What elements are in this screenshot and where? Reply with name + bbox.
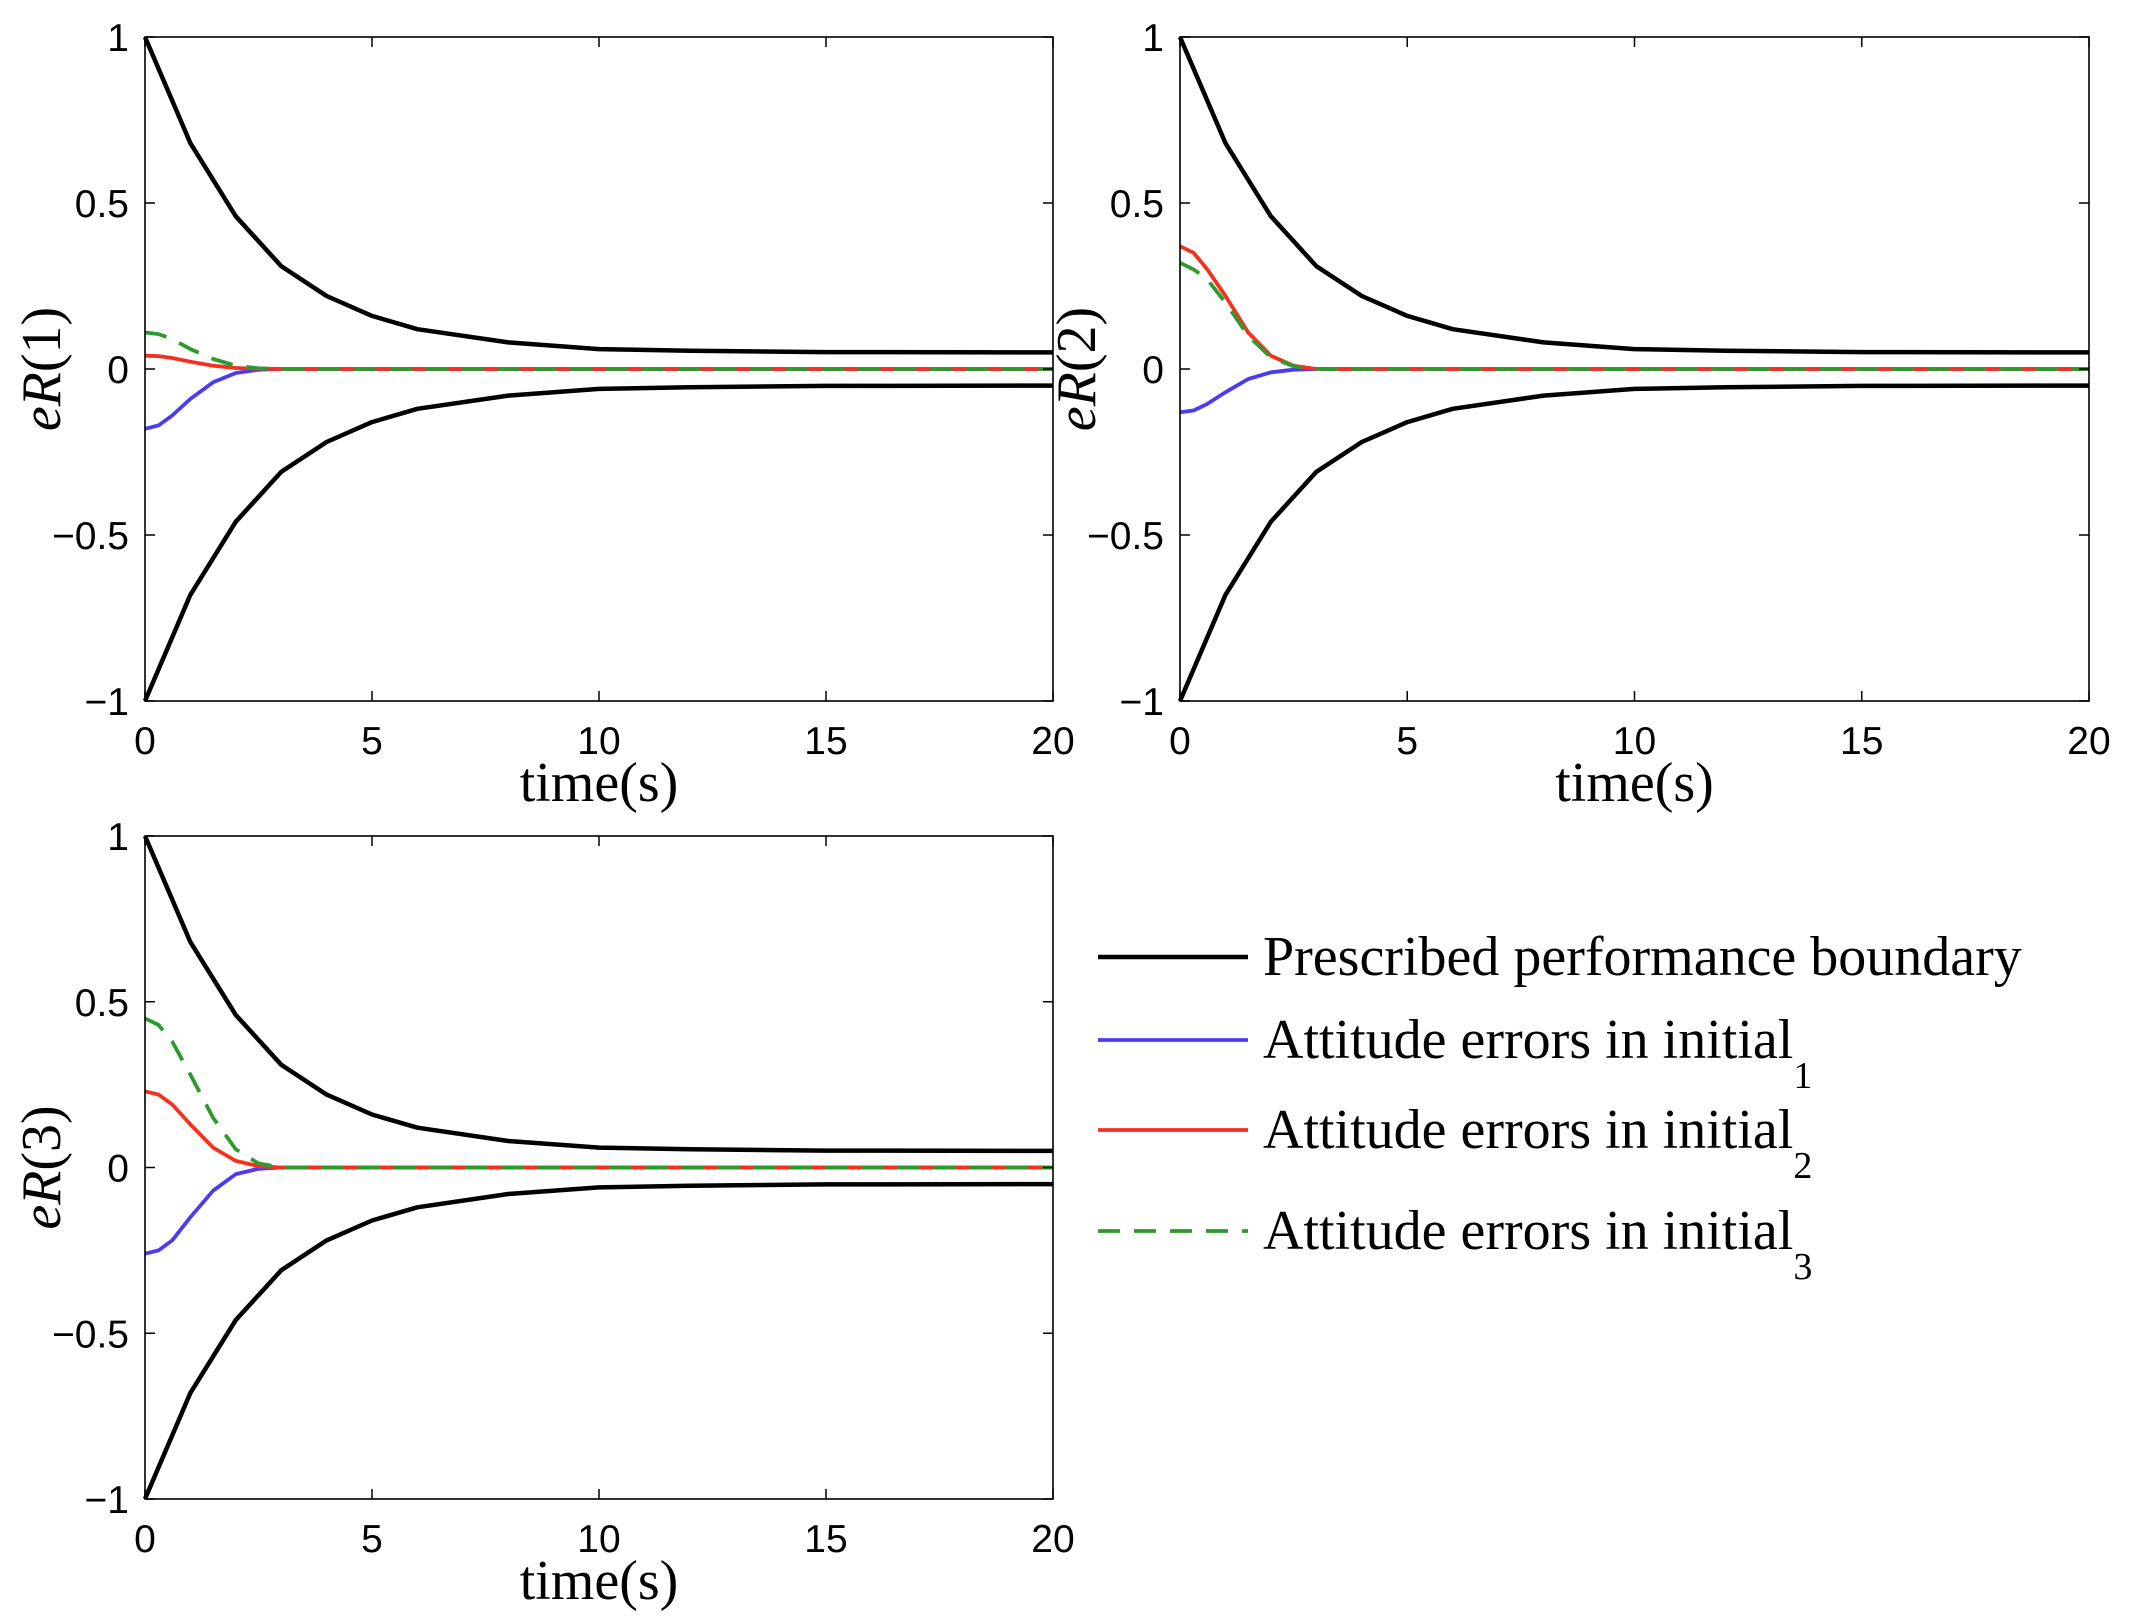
y-axis-label: eR(1) [11, 307, 73, 431]
legend-entry-subscript: 3 [1793, 1246, 1812, 1288]
y-tick-label: 0 [107, 1148, 129, 1191]
initial3-line [144, 330, 1053, 371]
y-tick-label: −1 [85, 1479, 129, 1522]
x-tick-label: 20 [2067, 720, 2110, 763]
y-tick-label: 1 [1142, 17, 1164, 60]
x-tick-label: 20 [1031, 720, 1074, 763]
plot-eR1: 0 5 10 15 20 −1 −0.5 0 0.5 1 time(s) eR(1) [11, 17, 1075, 814]
y-tick-label: −1 [85, 681, 129, 724]
y-tick-label: −1 [1120, 681, 1164, 724]
x-axis-label: time(s) [1555, 752, 1714, 814]
initial2-line [144, 353, 1053, 371]
y-tick-label: 0 [1142, 349, 1164, 392]
plot-eR3: 0 5 10 15 20 −1 −0.5 0 0.5 1 time(s) eR(3) [11, 816, 1075, 1612]
initial1-line [144, 367, 1053, 431]
legend-entry-text: Attitude errors in initial [1263, 1200, 1793, 1262]
y-tick-label: 1 [107, 17, 129, 60]
x-axis-label: time(s) [520, 752, 679, 814]
y-tick-label: 0.5 [75, 982, 129, 1025]
x-tick-label: 10 [1613, 720, 1656, 763]
initial3-line [144, 1016, 1053, 1170]
x-tick-label: 5 [1396, 720, 1418, 763]
legend-entry-label: Prescribed performance boundary [1263, 926, 2022, 988]
x-tick-label: 20 [1031, 1518, 1074, 1561]
initial2-line [1179, 244, 2089, 371]
legend-entry-subscript: 2 [1793, 1145, 1812, 1187]
x-tick-label: 15 [1840, 720, 1883, 763]
y-tick-label: −0.5 [52, 515, 129, 558]
initial2-line [144, 1089, 1053, 1170]
x-tick-label: 10 [577, 720, 620, 763]
x-tick-label: 5 [361, 720, 383, 763]
y-tick-label: 1 [107, 816, 129, 859]
x-tick-label: 15 [804, 1518, 847, 1561]
y-tick-label: −0.5 [1087, 515, 1164, 558]
legend-entry-text: Attitude errors in initial [1263, 1009, 1793, 1071]
x-tick-label: 0 [1169, 720, 1191, 763]
initial1-line [144, 1165, 1053, 1256]
x-tick-label: 10 [577, 1518, 620, 1561]
y-tick-label: 0.5 [75, 183, 129, 226]
boundary-lower-line [142, 1181, 1054, 1500]
legend-entry-subscript: 1 [1793, 1055, 1812, 1097]
boundary-upper-line [142, 835, 1054, 1154]
legend-entry-label: Attitude errors in initial3 [1263, 1200, 1812, 1288]
x-axis-label: time(s) [520, 1550, 679, 1612]
y-axis-label-symbol: eR [11, 372, 73, 431]
legend: Prescribed performance boundary Attitude … [1098, 926, 2022, 1288]
y-axis-label-index: (1) [11, 307, 73, 372]
legend-entry-label: Attitude errors in initial1 [1263, 1009, 1812, 1097]
y-tick-label: −0.5 [52, 1313, 129, 1356]
y-tick-label: 0 [107, 349, 129, 392]
initial3-line [1179, 261, 2089, 371]
boundary-lower-line [1177, 383, 2090, 702]
y-axis-label: eR(3) [11, 1105, 73, 1229]
y-axis-label-symbol: eR [1046, 372, 1108, 431]
y-axis-label-index: (3) [11, 1105, 73, 1170]
boundary-upper-line [142, 36, 1054, 355]
x-tick-label: 15 [804, 720, 847, 763]
legend-entry-text: Prescribed performance boundary [1263, 926, 2022, 988]
boundary-upper-line [1177, 36, 2090, 355]
y-axis-label-symbol: eR [11, 1171, 73, 1230]
y-axis-label-index: (2) [1046, 307, 1108, 372]
boundary-lower-line [142, 383, 1054, 702]
plot-eR2: 0 5 10 15 20 −1 −0.5 0 0.5 1 time(s) eR(2) [1046, 17, 2111, 814]
legend-entry-label: Attitude errors in initial2 [1263, 1099, 1812, 1187]
y-tick-label: 0.5 [1110, 183, 1164, 226]
legend-entry-text: Attitude errors in initial [1263, 1099, 1793, 1161]
y-axis-label: eR(2) [1046, 307, 1108, 431]
x-tick-label: 0 [134, 720, 156, 763]
x-tick-label: 5 [361, 1518, 383, 1561]
x-tick-label: 0 [134, 1518, 156, 1561]
